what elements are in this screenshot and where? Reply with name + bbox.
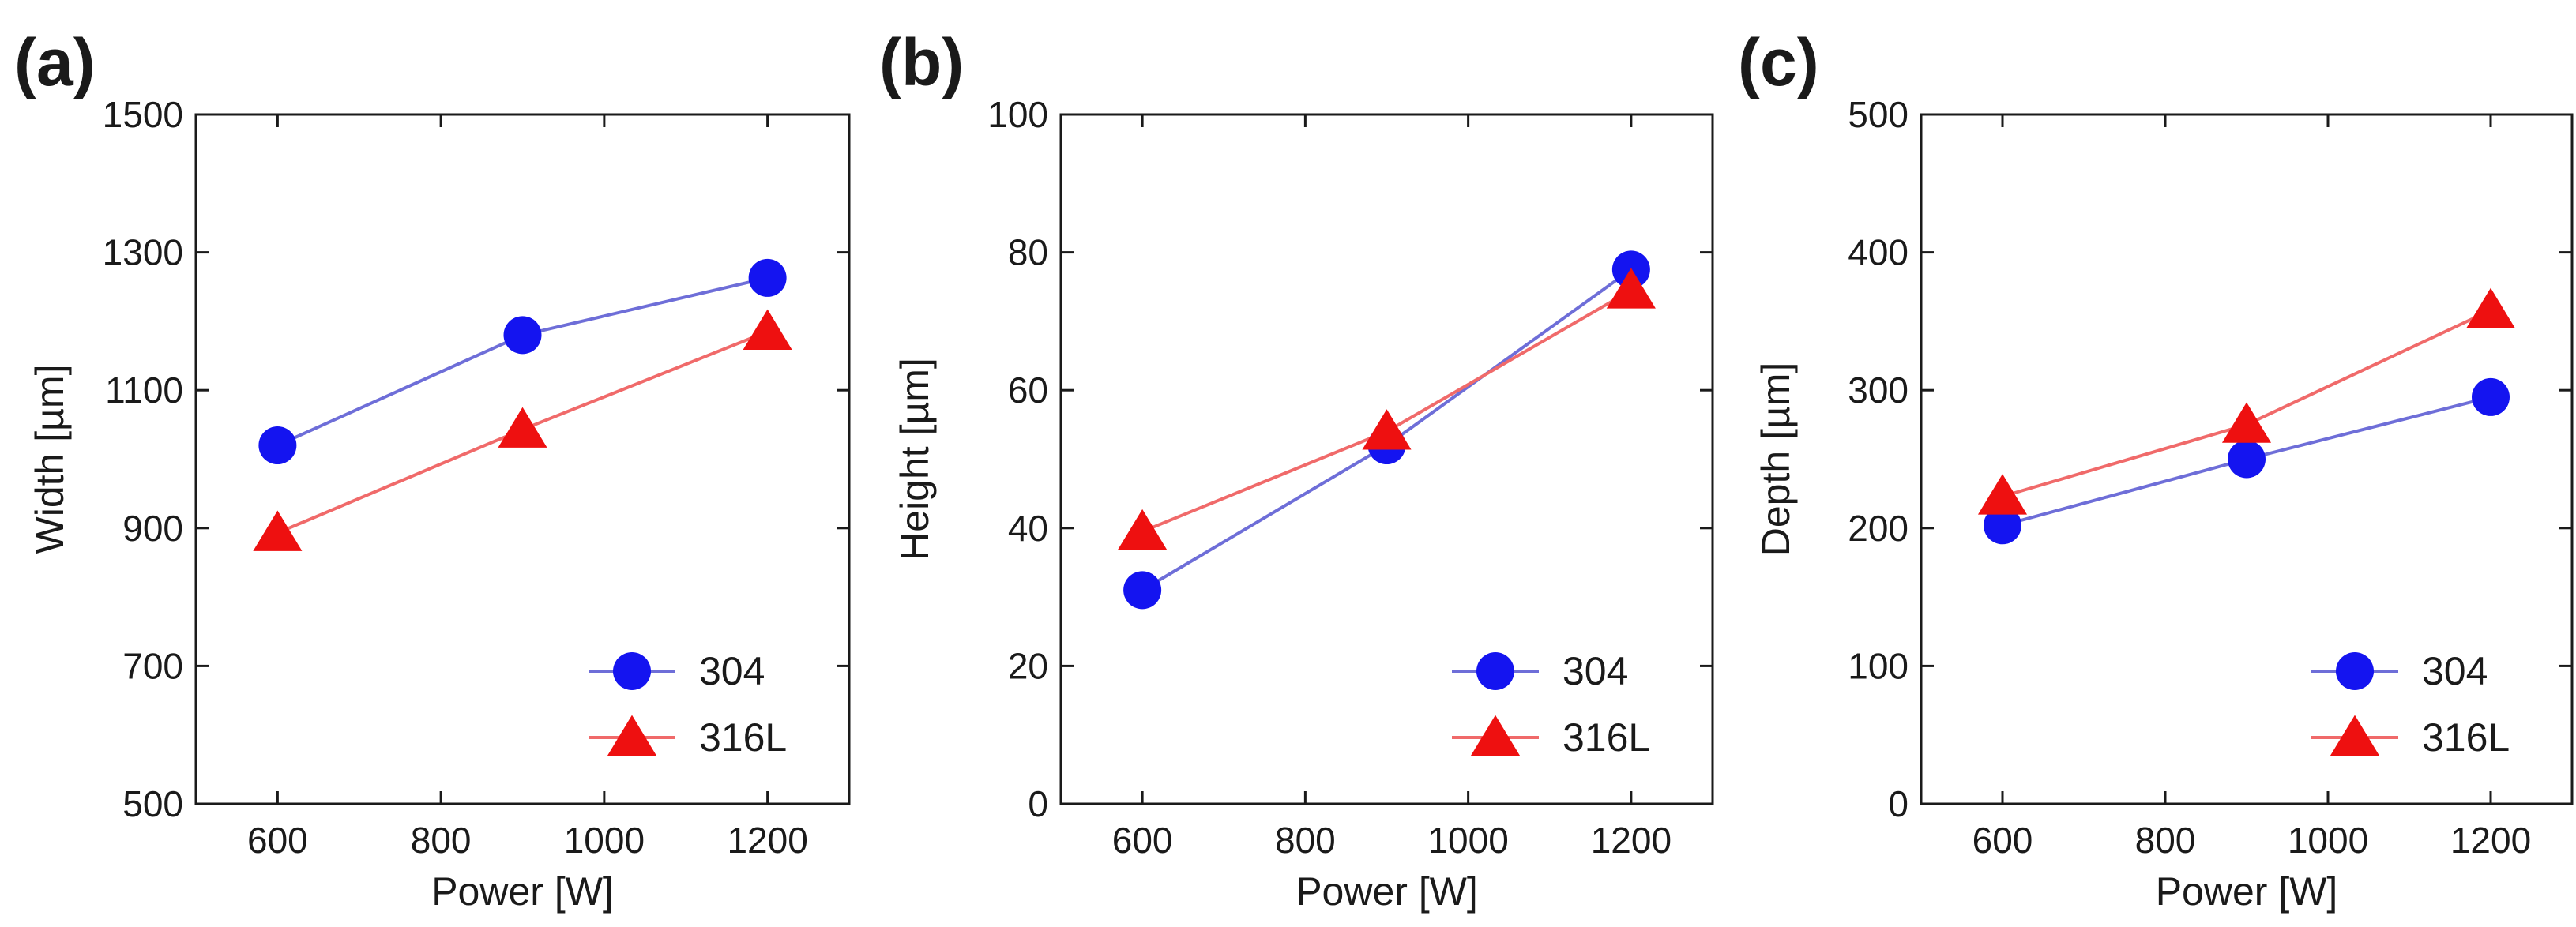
x-tick-label: 800 xyxy=(1275,820,1336,861)
y-tick-label: 300 xyxy=(1848,370,1908,411)
legend-marker xyxy=(2330,715,2380,756)
plot-frame xyxy=(194,113,851,805)
y-axis-title: Height [µm] xyxy=(893,358,937,561)
x-tick-label: 600 xyxy=(1112,820,1173,861)
legend-label: 316L xyxy=(1563,715,1650,760)
data-point-316L-600 xyxy=(253,510,303,551)
legend-marker xyxy=(1470,715,1521,756)
y-tick-label: 40 xyxy=(1008,508,1048,549)
legend-item-304: 304 xyxy=(589,649,765,693)
data-point-316L-900 xyxy=(1362,409,1412,450)
series-316L xyxy=(253,309,792,551)
legend-item-304: 304 xyxy=(2311,649,2488,693)
legend-marker xyxy=(607,715,657,756)
y-tick-label: 0 xyxy=(1888,783,1908,824)
data-point-304-600 xyxy=(1984,506,2021,545)
legend-marker xyxy=(613,652,651,690)
x-tick-label: 1200 xyxy=(2450,820,2531,861)
data-point-316L-1200 xyxy=(1606,268,1656,309)
data-point-304-600 xyxy=(1123,571,1162,610)
series-316L xyxy=(1977,287,2516,515)
series-304 xyxy=(1984,377,2510,545)
chart-panel-1: (a) 500 700 900 1100 1300 1500 600 800 1000 1200 Po… xyxy=(14,25,851,914)
legend-marker xyxy=(1476,652,1514,690)
x-tick-label: 1200 xyxy=(727,820,807,861)
y-tick-label: 400 xyxy=(1848,232,1908,273)
x-tick-label: 600 xyxy=(1972,820,2033,861)
y-tick-label: 20 xyxy=(1008,645,1048,686)
data-point-304-1200 xyxy=(748,258,787,297)
y-tick-label: 200 xyxy=(1848,508,1908,549)
data-point-304-900 xyxy=(2228,440,2266,479)
x-axis-title: Power [W] xyxy=(431,869,614,914)
data-point-304-900 xyxy=(503,316,542,355)
chart-panel-3: (c) 0 100 200 300 400 500 600 800 1000 1200 Power [… xyxy=(1738,25,2574,914)
legend-item-316L: 316L xyxy=(2311,715,2510,760)
y-tick-label: 100 xyxy=(1848,645,1908,686)
legend-item-316L: 316L xyxy=(1452,715,1650,760)
x-axis-title: Power [W] xyxy=(1296,869,1478,914)
y-tick-label: 500 xyxy=(122,783,183,824)
x-tick-label: 600 xyxy=(247,820,308,861)
x-tick-label: 800 xyxy=(2135,820,2196,861)
plot-frame xyxy=(1059,113,1714,805)
y-axis-title: Depth [µm] xyxy=(1754,362,1798,557)
x-tick-label: 1000 xyxy=(2288,820,2368,861)
data-point-316L-900 xyxy=(498,407,547,448)
y-tick-label: 100 xyxy=(987,94,1048,135)
y-tick-label: 1300 xyxy=(103,232,183,273)
data-point-316L-600 xyxy=(1977,474,2028,515)
x-tick-label: 800 xyxy=(411,820,472,861)
series-316L xyxy=(1118,268,1656,550)
x-tick-label: 1200 xyxy=(1591,820,1672,861)
x-tick-label: 1000 xyxy=(564,820,645,861)
data-point-304-1200 xyxy=(2472,377,2510,416)
y-tick-label: 700 xyxy=(122,645,183,686)
legend-item-316L: 316L xyxy=(589,715,787,760)
data-point-316L-600 xyxy=(1118,509,1168,550)
y-tick-label: 0 xyxy=(1028,783,1048,824)
data-point-316L-1200 xyxy=(743,309,792,350)
panel-label: (c) xyxy=(1738,25,1819,99)
data-point-304-600 xyxy=(258,426,297,465)
y-tick-label: 60 xyxy=(1008,370,1048,411)
legend-label: 304 xyxy=(1563,649,1628,693)
data-point-316L-1200 xyxy=(2465,287,2516,328)
y-tick-label: 1100 xyxy=(105,370,183,411)
panel-label: (b) xyxy=(879,25,964,99)
series-304 xyxy=(258,258,787,465)
chart-panel-2: (b) 0 20 40 60 80 100 600 800 1000 1200 Power [W] He… xyxy=(879,25,1714,914)
panel-label: (a) xyxy=(14,25,96,99)
legend-item-304: 304 xyxy=(1452,649,1628,693)
legend-label: 316L xyxy=(2422,715,2510,760)
data-point-316L-900 xyxy=(2221,402,2272,443)
x-tick-label: 1000 xyxy=(1427,820,1508,861)
plot-frame xyxy=(1920,113,2574,805)
y-axis-title: Width [µm] xyxy=(28,365,72,554)
legend-marker xyxy=(2336,652,2374,690)
y-tick-label: 80 xyxy=(1008,232,1048,273)
legend-label: 304 xyxy=(2422,649,2488,693)
y-tick-label: 500 xyxy=(1848,94,1908,135)
y-tick-label: 900 xyxy=(122,508,183,549)
y-tick-label: 1500 xyxy=(103,94,183,135)
legend-label: 316L xyxy=(699,715,787,760)
legend-label: 304 xyxy=(699,649,765,693)
x-axis-title: Power [W] xyxy=(2156,869,2338,914)
